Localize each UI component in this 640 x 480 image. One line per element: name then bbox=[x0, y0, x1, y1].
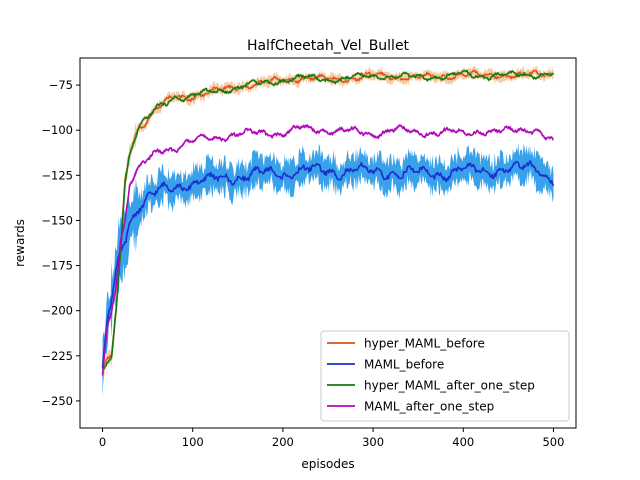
series-line-hyper_MAML_after_one_step bbox=[102, 69, 555, 371]
x-axis-label: episodes bbox=[301, 457, 354, 471]
series-band-MAML_before bbox=[102, 143, 554, 398]
y-axis: −250 −225 −200 −175 −150 −125 −100 −75 bbox=[41, 78, 80, 408]
x-tick-label: 100 bbox=[182, 435, 204, 449]
x-axis: 0 100 200 300 400 500 bbox=[99, 428, 564, 449]
x-tick-label: 300 bbox=[362, 435, 384, 449]
y-tick-label: −125 bbox=[41, 168, 73, 182]
x-tick-label: 400 bbox=[452, 435, 474, 449]
y-tick-label: −200 bbox=[41, 304, 73, 318]
y-tick-label: −175 bbox=[41, 259, 73, 273]
legend-label-MAML_after_one_step: MAML_after_one_step bbox=[364, 400, 494, 414]
y-tick-label: −150 bbox=[41, 213, 73, 227]
legend-label-MAML_before: MAML_before bbox=[364, 358, 444, 372]
legend-label-hyper_MAML_after_one_step: hyper_MAML_after_one_step bbox=[364, 379, 535, 393]
legend-box bbox=[320, 330, 570, 422]
y-tick-label: −100 bbox=[41, 123, 73, 137]
y-axis-label: rewards bbox=[13, 219, 27, 267]
legend-label-hyper_MAML_before: hyper_MAML_before bbox=[364, 337, 485, 351]
y-tick-label: −250 bbox=[41, 394, 73, 408]
x-tick-label: 200 bbox=[272, 435, 294, 449]
series-line-MAML_after_one_step bbox=[101, 124, 554, 376]
data-layer bbox=[101, 65, 555, 398]
y-tick-label: −75 bbox=[49, 78, 73, 92]
x-tick-label: 500 bbox=[542, 435, 564, 449]
chart-title: HalfCheetah_Vel_Bullet bbox=[247, 38, 410, 54]
series-line-MAML_before bbox=[101, 160, 555, 369]
x-tick-label: 0 bbox=[99, 435, 106, 449]
plot-frame bbox=[79, 57, 577, 429]
legend: hyper_MAML_before MAML_before hyper_MAML_a… bbox=[320, 330, 570, 422]
y-tick-label: −225 bbox=[41, 349, 73, 363]
